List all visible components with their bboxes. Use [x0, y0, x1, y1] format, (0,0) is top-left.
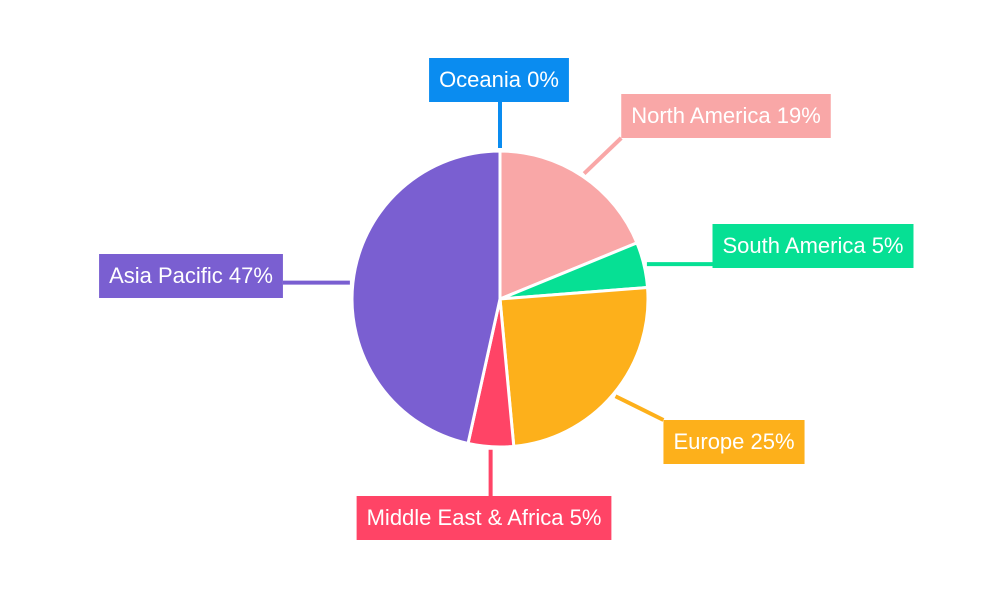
label-box — [99, 254, 283, 298]
slice-label: Europe 25% — [663, 420, 805, 464]
label-box — [429, 58, 569, 102]
label-text: North America 19% — [631, 103, 821, 128]
slice-label: Asia Pacific 47% — [99, 254, 283, 298]
slice-label: Middle East & Africa 5% — [356, 496, 612, 540]
label-text: Middle East & Africa 5% — [367, 505, 602, 530]
leader-line — [614, 394, 665, 422]
pie-slice — [498, 149, 639, 302]
pie-slice — [498, 285, 650, 448]
labels: North America 19% South America 5% Europe … — [99, 58, 914, 540]
slices — [350, 149, 650, 449]
label-box — [712, 224, 914, 268]
label-text: South America 5% — [723, 233, 904, 258]
label-text: Oceania 0% — [439, 67, 559, 92]
label-box — [356, 496, 612, 540]
slice-label: South America 5% — [712, 224, 914, 268]
leader-line — [582, 136, 623, 176]
label-box — [621, 94, 831, 138]
label-text: Europe 25% — [673, 429, 794, 454]
slice-label: Oceania 0% — [429, 58, 569, 102]
pie-slice — [350, 149, 502, 446]
label-box — [663, 420, 805, 464]
slice-label: North America 19% — [621, 94, 831, 138]
label-text: Asia Pacific 47% — [109, 263, 273, 288]
